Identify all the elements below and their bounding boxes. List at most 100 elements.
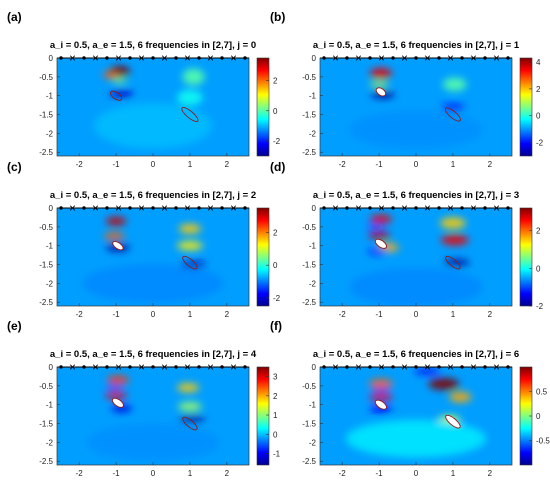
- field-lobe: [369, 379, 393, 389]
- source-marker: [391, 365, 395, 369]
- field-lobe: [82, 264, 224, 303]
- y-tick-label: -1.5: [39, 111, 53, 120]
- field-lobe: [106, 375, 129, 385]
- source-marker: [82, 365, 86, 369]
- colorbar-tick-label: 2: [273, 229, 278, 238]
- field-lobe: [106, 385, 123, 390]
- x-tick-label: 0: [151, 310, 156, 319]
- y-tick-label: -1.5: [302, 420, 316, 429]
- source-marker: [174, 56, 178, 60]
- source-marker: [220, 206, 224, 210]
- field-lobe: [105, 216, 127, 226]
- receiver-marker: [424, 205, 431, 211]
- field-lobe: [93, 103, 213, 149]
- field-lobe: [103, 71, 118, 79]
- source-marker: [483, 365, 487, 369]
- panel-title: a_i = 0.5, a_e = 1.5, 6 frequencies in […: [313, 40, 520, 51]
- panel-title: a_i = 0.5, a_e = 1.5, 6 frequencies in […: [313, 349, 519, 360]
- source-marker: [105, 56, 109, 60]
- x-tick-label: 2: [225, 469, 230, 478]
- y-tick-label: -0.5: [39, 382, 53, 391]
- field-lobe: [440, 217, 466, 229]
- receiver-marker: [184, 364, 191, 370]
- field-image: [320, 367, 512, 465]
- panel-4: -2 -1 0 1 2 0 -0.5 -1 -1.5 -2 -2.5 a_i = 0.5, a_e =…: [270, 160, 544, 319]
- source-marker: [243, 56, 247, 60]
- source-marker: [151, 56, 155, 60]
- source-marker: [128, 56, 132, 60]
- source-marker: [322, 365, 326, 369]
- source-marker: [322, 56, 326, 60]
- y-tick-label: 0: [49, 204, 54, 213]
- y-tick-label: -1: [309, 401, 317, 410]
- panel-title: a_i = 0.5, a_e = 1.5, 6 frequencies in […: [313, 190, 519, 201]
- scatterer-outline: [182, 255, 198, 270]
- source-marker: [345, 365, 349, 369]
- field-lobe: [368, 248, 387, 255]
- source-marker: [220, 56, 224, 60]
- x-tick-label: 0: [414, 469, 419, 478]
- source-marker: [59, 56, 63, 60]
- field-lobe: [180, 261, 207, 268]
- field-lobe: [441, 103, 465, 111]
- source-marker: [391, 56, 395, 60]
- receiver-marker: [161, 205, 168, 211]
- field-lobe: [182, 68, 205, 86]
- source-marker: [59, 206, 63, 210]
- y-tick-label: -2: [46, 279, 54, 288]
- colorbar-tick-label: 0: [536, 112, 541, 121]
- y-tick-label: -2.5: [39, 298, 53, 307]
- receiver-marker: [355, 364, 362, 370]
- scatterer-outline: [111, 397, 124, 408]
- source-marker: [105, 206, 109, 210]
- receiver-marker: [332, 55, 339, 61]
- source-marker: [437, 365, 441, 369]
- receiver-marker: [493, 55, 500, 61]
- scatterer-outline: [182, 416, 198, 431]
- panel-1: -2 -1 0 1 2 0 -0.5 -1 -1.5 -2 -2.5 a_i = 0.5, a_e =…: [7, 10, 281, 169]
- source-marker: [151, 365, 155, 369]
- source-marker: [243, 206, 247, 210]
- field-lobe: [369, 67, 392, 79]
- field-image: [57, 208, 249, 306]
- receiver-marker: [184, 55, 191, 61]
- y-tick-label: -2.5: [302, 298, 316, 307]
- receiver-marker: [401, 205, 408, 211]
- panel-label: (d): [270, 160, 285, 174]
- colorbar-tick-label: 0: [536, 412, 541, 421]
- source-marker: [105, 365, 109, 369]
- source-marker: [506, 206, 510, 210]
- y-tick-label: -1.5: [302, 111, 316, 120]
- panel-label: (f): [270, 319, 282, 333]
- source-marker: [174, 206, 178, 210]
- panel-label: (e): [7, 319, 22, 333]
- source-marker: [437, 206, 441, 210]
- receiver-marker: [69, 205, 76, 211]
- receiver-marker: [115, 364, 122, 370]
- source-marker: [414, 56, 418, 60]
- receiver-marker: [424, 55, 431, 61]
- colorbar-tick-label: -2: [273, 294, 281, 303]
- panel-2: -2 -1 0 1 2 0 -0.5 -1 -1.5 -2 -2.5 a_i = 0.5, a_e =…: [270, 10, 544, 169]
- colorbar-tick-label: 0: [536, 264, 541, 273]
- x-tick-label: -2: [76, 469, 84, 478]
- colorbar-tick-label: 4: [536, 58, 541, 67]
- y-tick-label: -0.5: [302, 382, 316, 391]
- x-tick-label: -1: [113, 469, 121, 478]
- x-tick-label: -2: [76, 310, 84, 319]
- source-marker: [220, 365, 224, 369]
- field-lobe: [345, 419, 487, 458]
- receiver-marker: [493, 364, 500, 370]
- source-marker: [82, 56, 86, 60]
- source-marker: [197, 365, 201, 369]
- y-tick-label: -0.5: [39, 223, 53, 232]
- receiver-marker: [230, 55, 237, 61]
- source-marker: [506, 365, 510, 369]
- y-tick-label: -1: [309, 242, 317, 251]
- receiver-marker: [207, 55, 214, 61]
- receiver-marker: [92, 364, 99, 370]
- receiver-marker: [115, 205, 122, 211]
- source-marker: [322, 206, 326, 210]
- receiver-marker: [401, 55, 408, 61]
- x-tick-label: 1: [188, 310, 193, 319]
